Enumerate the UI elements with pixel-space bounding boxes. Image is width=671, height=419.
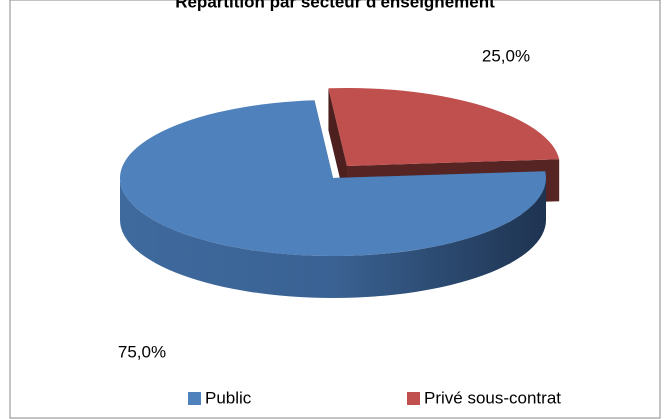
- slice-side: [120, 178, 546, 298]
- data-label: 75,0%: [118, 342, 166, 361]
- slice: [328, 88, 560, 166]
- legend-swatch: [407, 392, 420, 405]
- legend-label: Public: [205, 388, 252, 407]
- data-label: 25,0%: [482, 46, 530, 65]
- slice: [119, 100, 546, 256]
- legend-swatch: [188, 392, 201, 405]
- legend-label: Privé sous-contrat: [424, 388, 561, 407]
- chart-title: Répartition par secteur d'enseignement: [175, 0, 495, 11]
